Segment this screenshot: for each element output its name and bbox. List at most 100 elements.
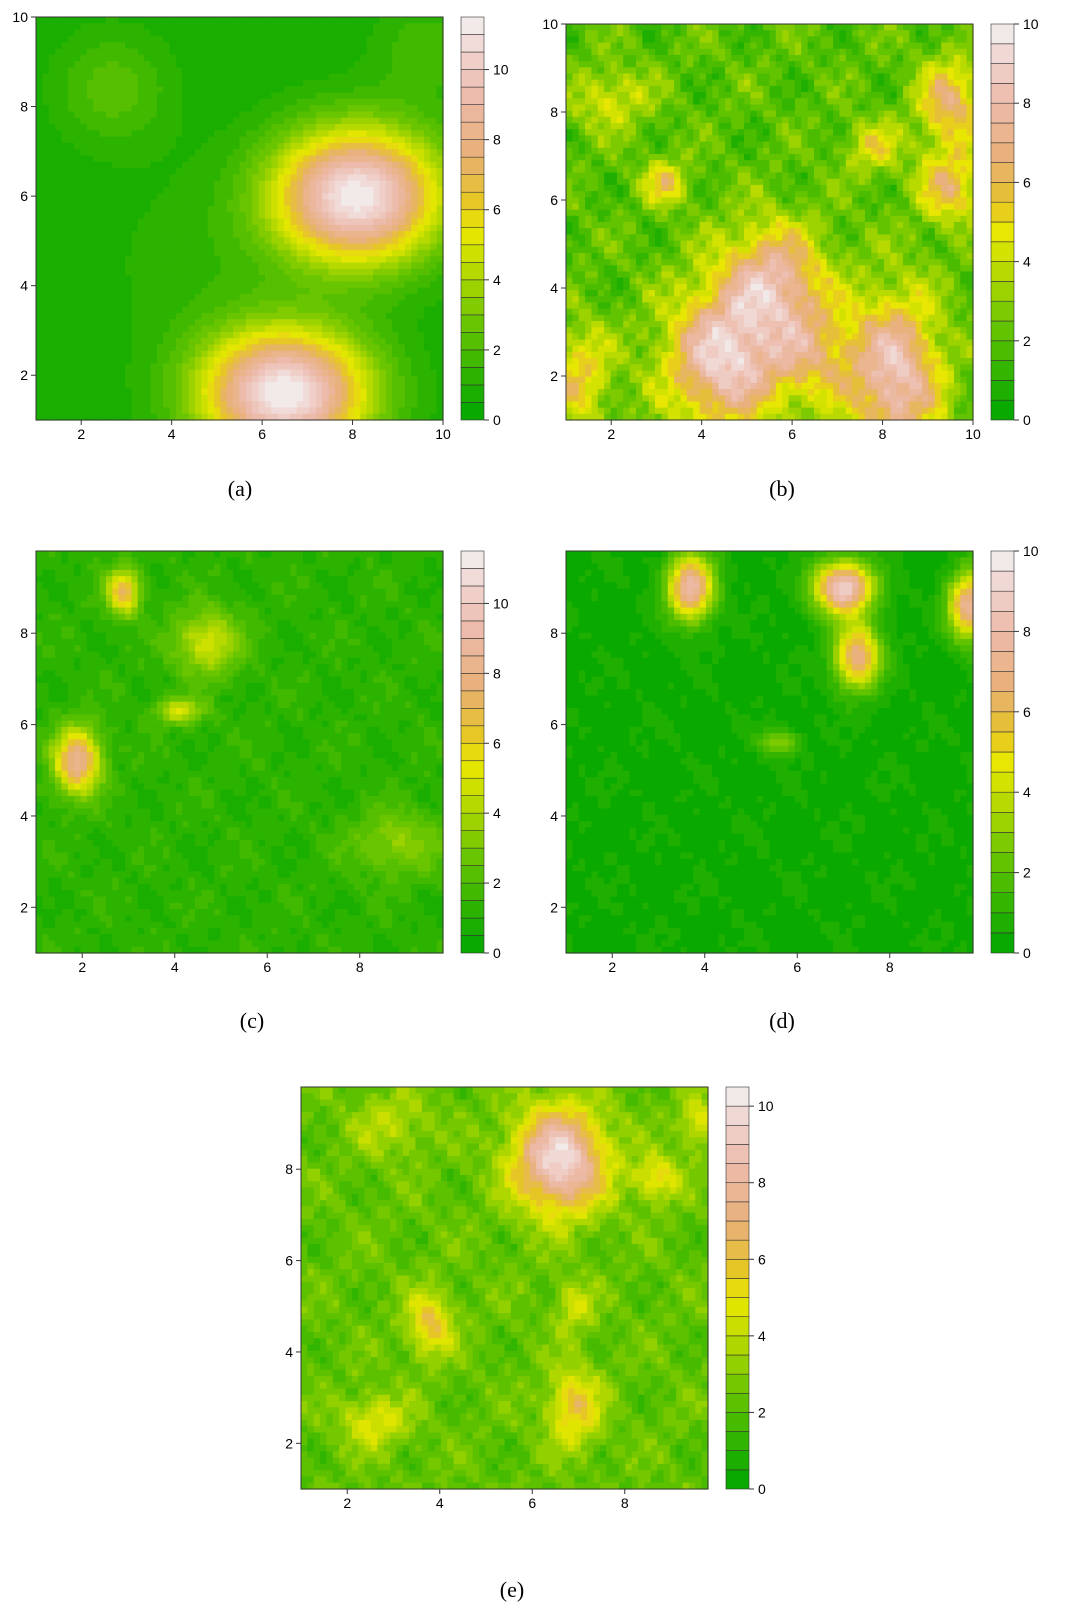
heatmap-cell <box>404 17 412 24</box>
heatmap-cell <box>105 155 113 163</box>
heatmap-cell <box>366 294 374 301</box>
heatmap-cell <box>105 105 113 113</box>
heatmap-cell <box>137 363 145 371</box>
heatmap-cell <box>616 252 624 260</box>
heatmap-cell <box>404 111 412 119</box>
heatmap-cell <box>417 86 425 94</box>
heatmap-cell <box>150 231 158 238</box>
heatmap-cell <box>322 243 330 251</box>
heatmap-cell <box>239 306 247 314</box>
heatmap-cell <box>226 275 234 283</box>
heatmap-cell <box>188 42 196 50</box>
heatmap-cell <box>80 67 88 75</box>
heatmap-cell <box>373 180 381 188</box>
heatmap-cell <box>610 73 618 81</box>
heatmap-cell <box>264 407 272 415</box>
heatmap-cell <box>411 344 419 352</box>
heatmap-cell <box>578 209 586 217</box>
heatmap-cell <box>604 215 612 223</box>
heatmap-cell <box>144 187 152 194</box>
heatmap-cell <box>296 98 304 106</box>
heatmap-cell <box>347 413 355 421</box>
heatmap-cell <box>373 117 381 125</box>
heatmap-cell <box>578 333 586 341</box>
heatmap-cell <box>284 262 291 270</box>
heatmap-cell <box>258 174 266 182</box>
heatmap-cell <box>404 237 412 245</box>
heatmap-cell <box>578 178 586 186</box>
heatmap-cell <box>112 268 120 276</box>
heatmap-cell <box>201 344 209 352</box>
heatmap-cell <box>93 117 101 125</box>
heatmap-cell <box>163 231 171 238</box>
heatmap-cell <box>373 407 381 415</box>
heatmap-cell <box>36 35 43 43</box>
heatmap-cell <box>277 92 285 100</box>
heatmap-cell <box>366 338 374 346</box>
heatmap-cell <box>315 350 323 358</box>
heatmap-cell <box>220 237 228 245</box>
heatmap-cell <box>93 357 101 364</box>
heatmap-cell <box>347 212 355 220</box>
heatmap-cell <box>328 300 336 308</box>
heatmap-cell <box>239 388 247 396</box>
heatmap-cell <box>188 325 196 333</box>
heatmap-cell <box>284 61 291 68</box>
heatmap-cell <box>591 364 599 372</box>
heatmap-cell <box>648 67 656 75</box>
heatmap-cell <box>105 61 113 68</box>
heatmap-cell <box>74 174 82 182</box>
heatmap-cell <box>629 222 637 229</box>
heatmap-cell <box>597 24 605 31</box>
heatmap-cell <box>604 172 612 180</box>
heatmap-cell <box>112 187 120 194</box>
heatmap-cell <box>169 300 177 308</box>
heatmap-cell <box>86 388 94 396</box>
heatmap-cell <box>175 79 183 87</box>
heatmap-cell <box>578 376 586 384</box>
heatmap-cell <box>163 306 171 314</box>
heatmap-cell <box>105 79 113 87</box>
colorbar-level <box>460 279 485 298</box>
heatmap-cell <box>341 287 349 295</box>
heatmap-cell <box>322 187 330 194</box>
heatmap-cell <box>585 85 593 93</box>
heatmap-cell <box>379 401 387 409</box>
heatmap-cell <box>245 212 253 220</box>
heatmap-cell <box>284 275 291 283</box>
heatmap-cell <box>277 161 285 169</box>
heatmap-cell <box>99 306 107 314</box>
heatmap-cell <box>55 268 63 276</box>
heatmap-cell <box>264 199 272 207</box>
heatmap-cell <box>585 153 593 161</box>
heatmap-cell <box>315 149 323 157</box>
heatmap-cell <box>233 237 241 245</box>
heatmap-cell <box>207 325 215 333</box>
heatmap-cell <box>93 262 101 270</box>
heatmap-cell <box>423 281 431 289</box>
heatmap-cell <box>360 117 368 125</box>
heatmap-cell <box>131 54 139 62</box>
heatmap-cell <box>322 401 330 409</box>
heatmap-cell <box>417 382 425 390</box>
heatmap-cell <box>404 224 412 232</box>
heatmap-cell <box>334 180 342 188</box>
heatmap-cell <box>385 224 393 232</box>
heatmap-cell <box>296 375 304 383</box>
heatmap-cell <box>385 105 393 113</box>
heatmap-cell <box>150 23 158 31</box>
colorbar-level <box>460 244 485 263</box>
heatmap-cell <box>610 314 618 322</box>
heatmap-cell <box>635 61 643 68</box>
heatmap-cell <box>328 61 336 68</box>
heatmap-cell <box>578 246 586 254</box>
heatmap-cell <box>303 363 311 371</box>
heatmap-cell <box>430 224 438 232</box>
colorbar-level <box>460 402 485 421</box>
heatmap-cell <box>411 155 419 163</box>
heatmap-cell <box>36 407 43 415</box>
heatmap-cell <box>252 243 260 251</box>
heatmap-cell <box>245 61 253 68</box>
heatmap-cell <box>597 339 605 347</box>
heatmap-cell <box>144 212 152 220</box>
